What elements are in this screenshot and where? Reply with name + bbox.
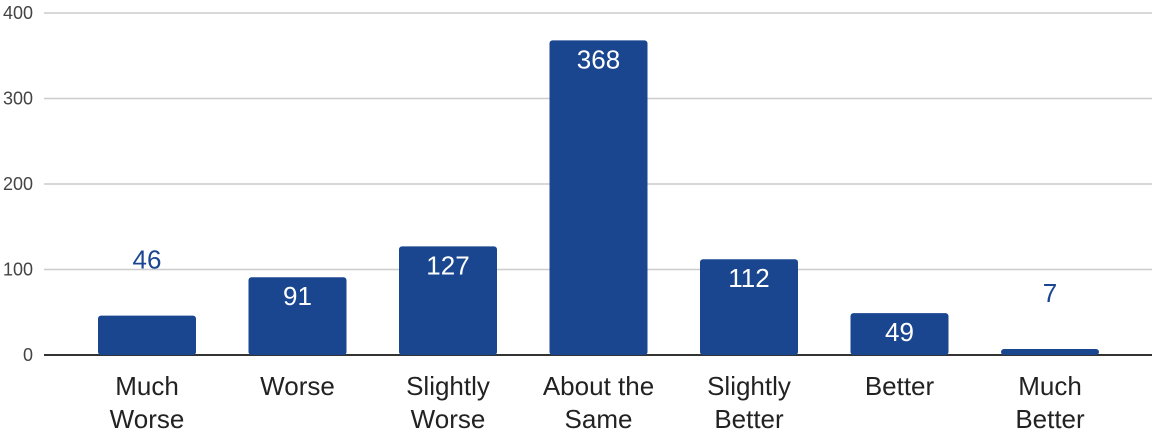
data-label: 91 bbox=[283, 281, 312, 311]
bar bbox=[399, 246, 497, 355]
y-tick-label: 300 bbox=[3, 89, 33, 109]
x-category-label: Much bbox=[115, 371, 179, 401]
data-label: 49 bbox=[885, 317, 914, 347]
data-labels: 46 91 127 368 112 49 7 bbox=[133, 44, 1058, 347]
x-category-label: About the bbox=[543, 371, 654, 401]
y-tick-label: 200 bbox=[3, 174, 33, 194]
x-axis-labels: Much Worse Worse Slightly Worse About the Same… bbox=[110, 371, 1085, 432]
data-label: 368 bbox=[577, 44, 620, 74]
x-category-label: Slightly bbox=[707, 371, 791, 401]
x-category-label: Better bbox=[1015, 404, 1085, 432]
y-tick-label: 400 bbox=[3, 3, 33, 23]
x-category-label: Better bbox=[714, 404, 784, 432]
data-label: 112 bbox=[728, 263, 769, 293]
bar bbox=[248, 277, 347, 355]
data-label: 46 bbox=[133, 245, 162, 275]
y-tick-label: 0 bbox=[23, 345, 33, 365]
x-category-label: Better bbox=[865, 371, 935, 401]
y-axis-ticks: 0 100 200 300 400 bbox=[3, 3, 33, 365]
x-category-label: Worse bbox=[110, 404, 185, 432]
x-category-label: Worse bbox=[411, 404, 486, 432]
x-category-label: Much bbox=[1018, 371, 1082, 401]
x-category-label: Slightly bbox=[406, 371, 490, 401]
bars bbox=[98, 40, 1099, 356]
y-tick-label: 100 bbox=[3, 260, 33, 280]
bar bbox=[98, 315, 196, 355]
data-label: 7 bbox=[1043, 278, 1057, 308]
bar bbox=[700, 259, 798, 355]
x-category-label: Worse bbox=[260, 371, 335, 401]
bar bbox=[850, 313, 949, 355]
bar bbox=[549, 40, 648, 356]
data-label: 127 bbox=[426, 250, 469, 280]
x-category-label: Same bbox=[565, 404, 633, 432]
bar bbox=[1001, 349, 1099, 355]
